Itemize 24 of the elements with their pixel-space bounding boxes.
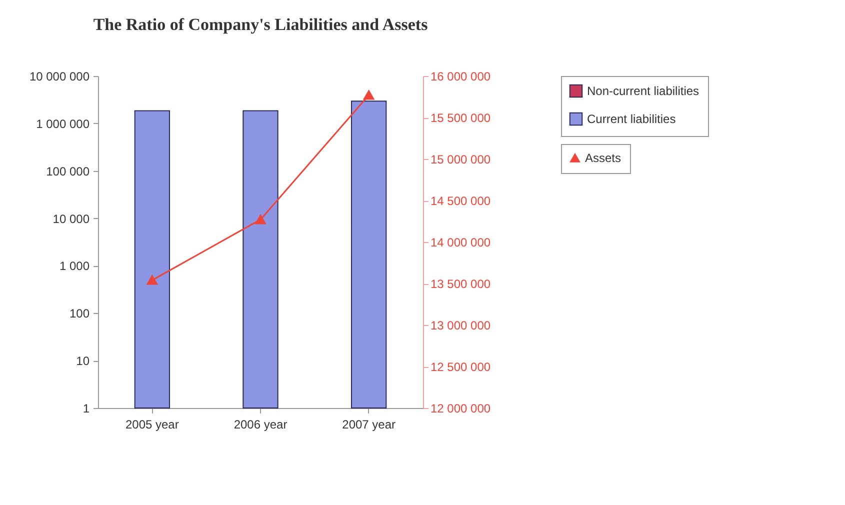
y-tick-label: 1 000 000 xyxy=(36,116,90,131)
y-tick-label: 10 xyxy=(76,354,90,368)
y-tick-label: 1 000 xyxy=(59,259,90,274)
legend-label: Non-current liabilities xyxy=(587,84,700,98)
x-tick-label: 2005 year xyxy=(125,418,179,432)
x-tick-label: 2007 year xyxy=(342,418,396,432)
y-tick-label: 100 000 xyxy=(46,164,90,178)
y2-tick-label: 14 000 000 xyxy=(430,236,491,250)
y2-tick-label: 14 500 000 xyxy=(430,194,491,208)
chart-title: The Ratio of Company's Liabilities and Assets xyxy=(93,15,428,34)
y-tick-label: 10 000 xyxy=(52,212,90,226)
y2-tick-label: 16 000 000 xyxy=(430,70,491,84)
y2-tick-label: 13 000 000 xyxy=(430,318,491,332)
y2-tick-label: 15 500 000 xyxy=(430,111,491,125)
legend-label: Assets xyxy=(585,151,622,165)
y-tick-label: 100 xyxy=(69,306,90,321)
y-tick-label: 10 000 000 xyxy=(29,70,90,84)
y2-tick-label: 13 500 000 xyxy=(430,277,491,291)
y2-tick-label: 12 000 000 xyxy=(430,402,491,416)
y2-tick-label: 12 500 000 xyxy=(430,360,491,374)
x-tick-label: 2006 year xyxy=(234,418,288,432)
y2-tick-label: 15 000 000 xyxy=(430,152,491,166)
y-tick-label: 1 xyxy=(82,402,90,416)
legend-label: Current liabilities xyxy=(587,112,676,126)
